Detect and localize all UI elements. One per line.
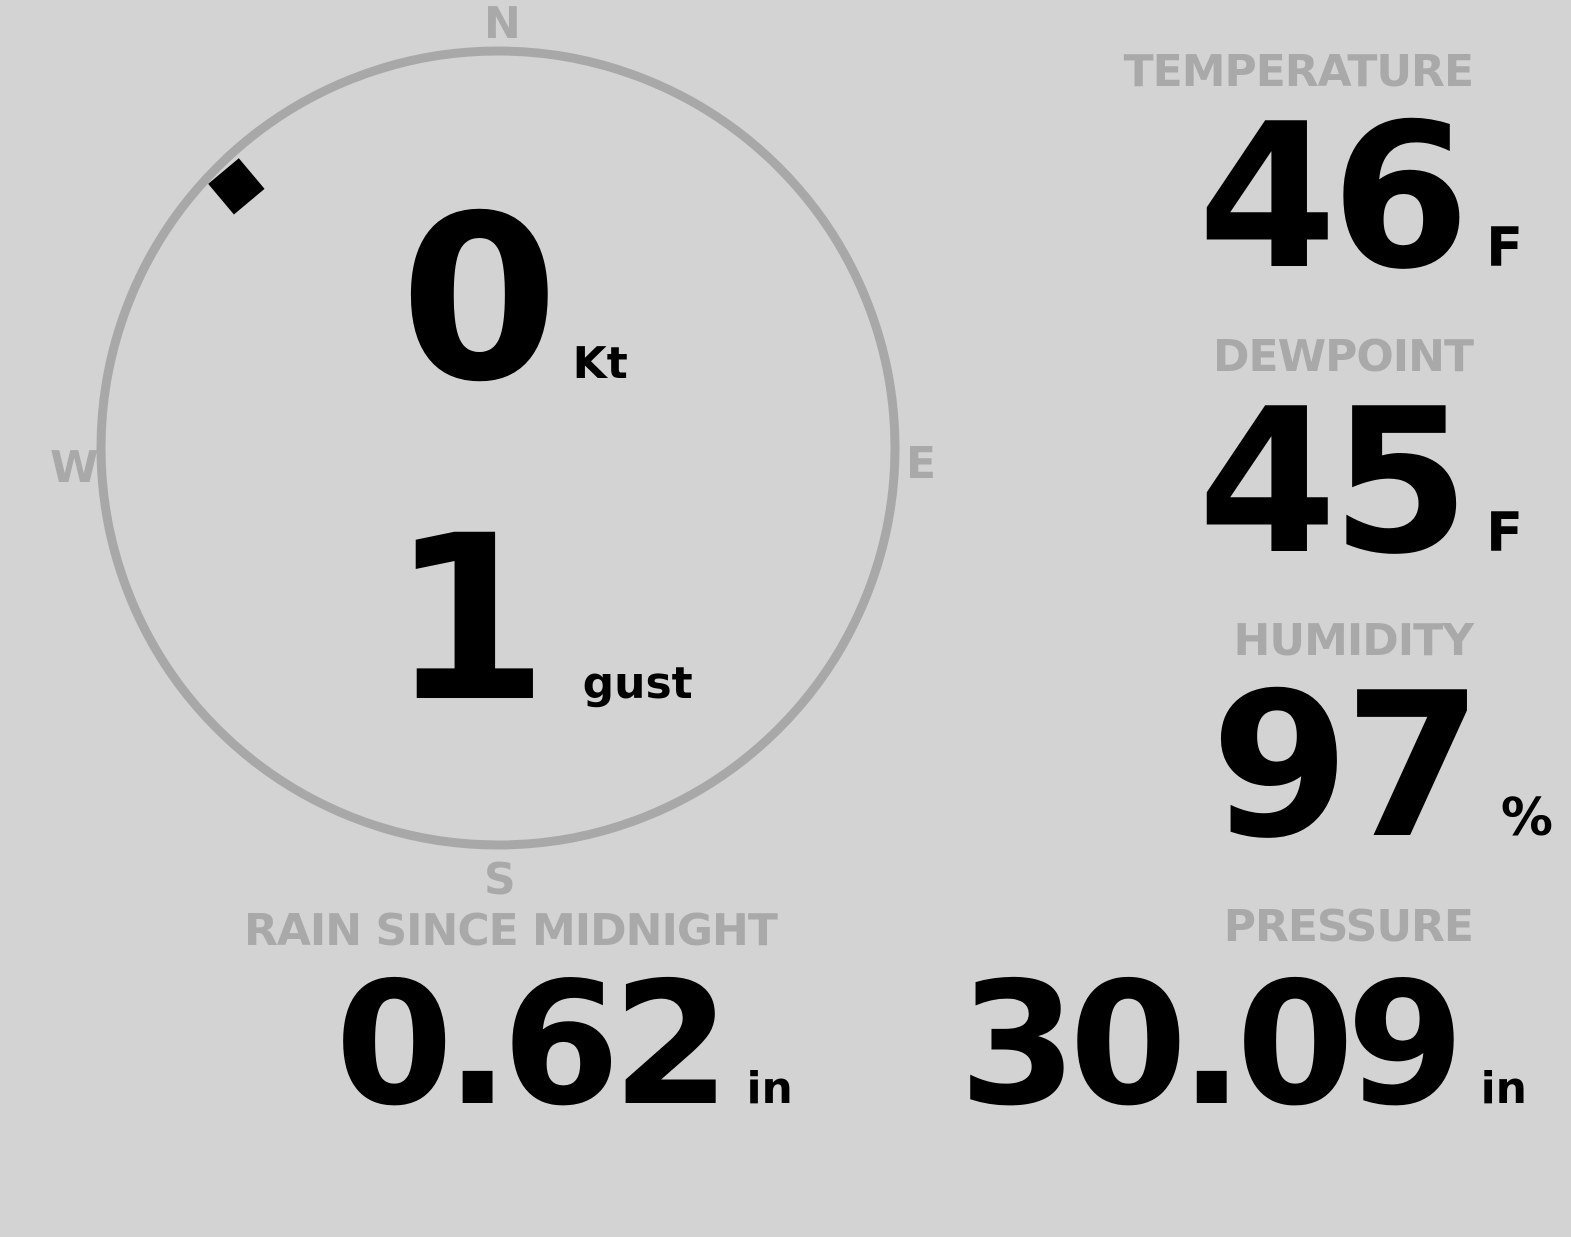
humidity-unit: % <box>1500 788 1553 848</box>
pressure-label: PRESSURE <box>1223 901 1474 952</box>
dewpoint-reading: 45 F <box>1198 383 1523 583</box>
pressure-reading: 30.09 in <box>959 960 1527 1130</box>
humidity-label: HUMIDITY <box>1233 615 1474 666</box>
compass-north: N <box>484 0 521 49</box>
wind-gust-value: 1 <box>390 486 549 752</box>
compass-south: S <box>484 854 516 905</box>
compass-east: E <box>906 438 937 489</box>
rain-value: 0.62 <box>335 946 730 1144</box>
wind-direction-marker <box>208 158 265 215</box>
dewpoint-value: 45 <box>1197 366 1470 599</box>
temperature-value: 46 <box>1197 81 1470 314</box>
wind-speed: 0 Kt <box>400 185 628 413</box>
rain-label: RAIN SINCE MIDNIGHT <box>244 905 778 956</box>
compass-west: W <box>50 442 99 493</box>
wind-speed-value: 0 <box>400 166 559 432</box>
wind-gust-unit: gust <box>582 658 693 709</box>
wind-compass <box>96 46 900 850</box>
compass-ring <box>96 46 900 850</box>
humidity-reading: 97 % <box>1211 667 1553 867</box>
humidity-value: 97 <box>1210 650 1483 883</box>
rain-reading: 0.62 in <box>335 960 793 1130</box>
dewpoint-label: DEWPOINT <box>1213 331 1474 382</box>
temperature-label: TEMPERATURE <box>1123 46 1474 97</box>
temperature-unit: F <box>1486 216 1523 279</box>
rain-unit: in <box>746 1063 793 1114</box>
wind-speed-unit: Kt <box>572 338 628 389</box>
temperature-reading: 46 F <box>1198 98 1523 298</box>
dewpoint-unit: F <box>1486 501 1523 564</box>
wind-gust: 1 gust <box>390 505 693 733</box>
pressure-value: 30.09 <box>958 946 1465 1144</box>
pressure-unit: in <box>1480 1063 1527 1114</box>
